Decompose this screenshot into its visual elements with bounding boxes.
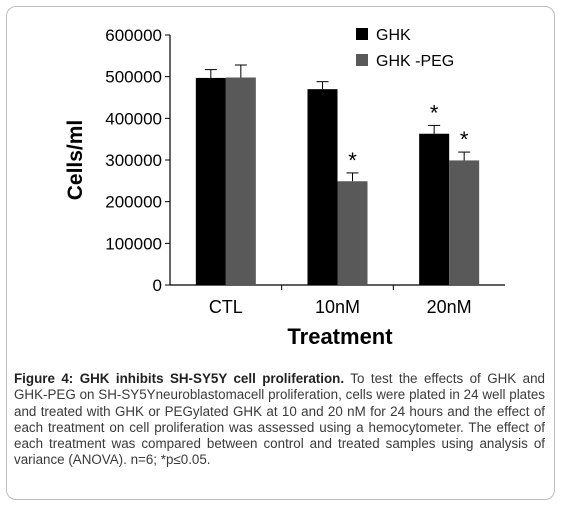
caption-body: To test the effects of GHK and GHK-PEG o… [14, 371, 545, 468]
bar-ghk-peg-ctl [225, 77, 256, 285]
axes: 0 100000 200000 300000 400000 500000 600000 CTL… [105, 26, 505, 317]
y-tick-label: 500000 [105, 68, 162, 87]
bar-ghk-ctl [195, 77, 226, 286]
bar-chart: 0 100000 200000 300000 400000 500000 600000 CTL… [64, 26, 505, 349]
y-tick-label: 400000 [105, 109, 162, 128]
bar-ghk-peg-10nm [337, 181, 368, 285]
y-tick-label: 100000 [105, 234, 162, 253]
bar-ghk-20nm [419, 133, 450, 285]
significance-marker: * [460, 127, 469, 152]
significance-marker: * [348, 148, 357, 173]
bars: * * * [195, 64, 480, 286]
bar-ghk-peg-20nm [449, 160, 480, 285]
y-tick-label: 0 [153, 276, 162, 295]
y-tick-label: 600000 [105, 26, 162, 45]
y-tick-label: 300000 [105, 151, 162, 170]
legend-swatch [356, 28, 368, 40]
x-tick-label: 10nM [315, 297, 360, 317]
significance-marker: * [430, 100, 439, 125]
legend-swatch [356, 54, 368, 66]
x-tick-label: CTL [209, 297, 243, 317]
y-tick-label: 200000 [105, 193, 162, 212]
y-axis-title: Cells/ml [64, 120, 87, 201]
legend: GHK GHK -PEG [356, 27, 454, 70]
x-axis-title: Treatment [287, 324, 393, 349]
x-tick-label: 20nM [427, 297, 472, 317]
legend-label: GHK -PEG [376, 53, 454, 70]
bar-ghk-10nm [307, 89, 338, 286]
figure-caption: Figure 4: GHK inhibits SH-SY5Y cell prol… [14, 371, 545, 469]
legend-label: GHK [376, 27, 411, 44]
caption-lead: Figure 4: GHK inhibits SH-SY5Y cell prol… [14, 371, 345, 386]
